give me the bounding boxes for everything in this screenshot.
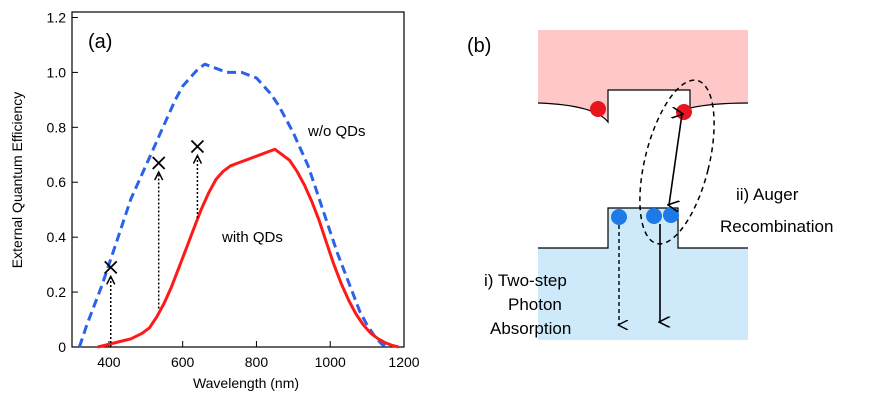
x-tick-label-2: 800 (245, 354, 269, 370)
hole-2 (646, 208, 662, 224)
x-axis-title: Wavelength (nm) (193, 375, 299, 391)
marker-cross-0 (104, 260, 118, 275)
series-line-0 (77, 62, 390, 349)
diagram-b: (b) i) Two-step Photon Absorption ii) Au… (467, 30, 833, 340)
hole-3 (663, 207, 679, 223)
y-tick-label-5: 1.0 (47, 64, 67, 80)
annotation-with-qds: with QDs (221, 229, 283, 246)
y-tick-label-6: 1.2 (47, 9, 67, 25)
series-line-1 (97, 147, 399, 349)
marker-layer (104, 139, 205, 347)
hole-1 (611, 209, 627, 225)
y-tick-label-0: 0 (58, 339, 66, 355)
chart-a: 400 600 800 1000 1200 0 0.2 0.4 0.6 0.8 1.0 1.2 (a)… (9, 9, 420, 391)
label-two-step: i) Two-step (484, 271, 567, 290)
annotation-wo-qds: w/o QDs (307, 123, 366, 140)
y-tick-label-4: 0.8 (47, 119, 67, 135)
label-photon: Photon (508, 295, 562, 314)
axis-ticks: 400 600 800 1000 1200 0 0.2 0.4 0.6 0.8 1.0 1.2 (47, 9, 420, 370)
valence-band-region (538, 208, 748, 340)
y-axis-title: External Quantum Efficiency (9, 92, 25, 268)
auger-region-ellipse (639, 79, 715, 245)
marker-cross-2 (190, 139, 205, 154)
label-absorption: Absorption (490, 319, 571, 338)
marker-arrowhead-1 (154, 170, 164, 181)
marker-arrowhead-2 (192, 153, 203, 164)
panel-label-b: (b) (467, 35, 491, 57)
valence-band-edge (538, 207, 748, 249)
marker-cross-1 (152, 156, 166, 170)
plot-frame (71, 11, 405, 348)
panel-label-a: (a) (88, 31, 112, 53)
y-tick-label-1: 0.2 (47, 284, 67, 300)
marker-arrowhead-0 (106, 274, 116, 285)
y-tick-label-3: 0.6 (47, 174, 67, 190)
arrow-auger-transfer (669, 114, 682, 205)
electron-right (676, 104, 692, 120)
conduction-band-region (538, 30, 748, 120)
electron-left (590, 101, 606, 117)
x-tick-label-4: 1200 (388, 354, 419, 370)
x-tick-label-3: 1000 (315, 354, 346, 370)
conduction-band-edge (537, 89, 749, 124)
x-tick-label-0: 400 (97, 354, 121, 370)
y-tick-label-2: 0.4 (47, 229, 67, 245)
label-auger: ii) Auger (736, 185, 799, 204)
x-tick-label-1: 600 (171, 354, 195, 370)
series-layer (77, 62, 399, 349)
label-recombination: Recombination (720, 217, 833, 236)
